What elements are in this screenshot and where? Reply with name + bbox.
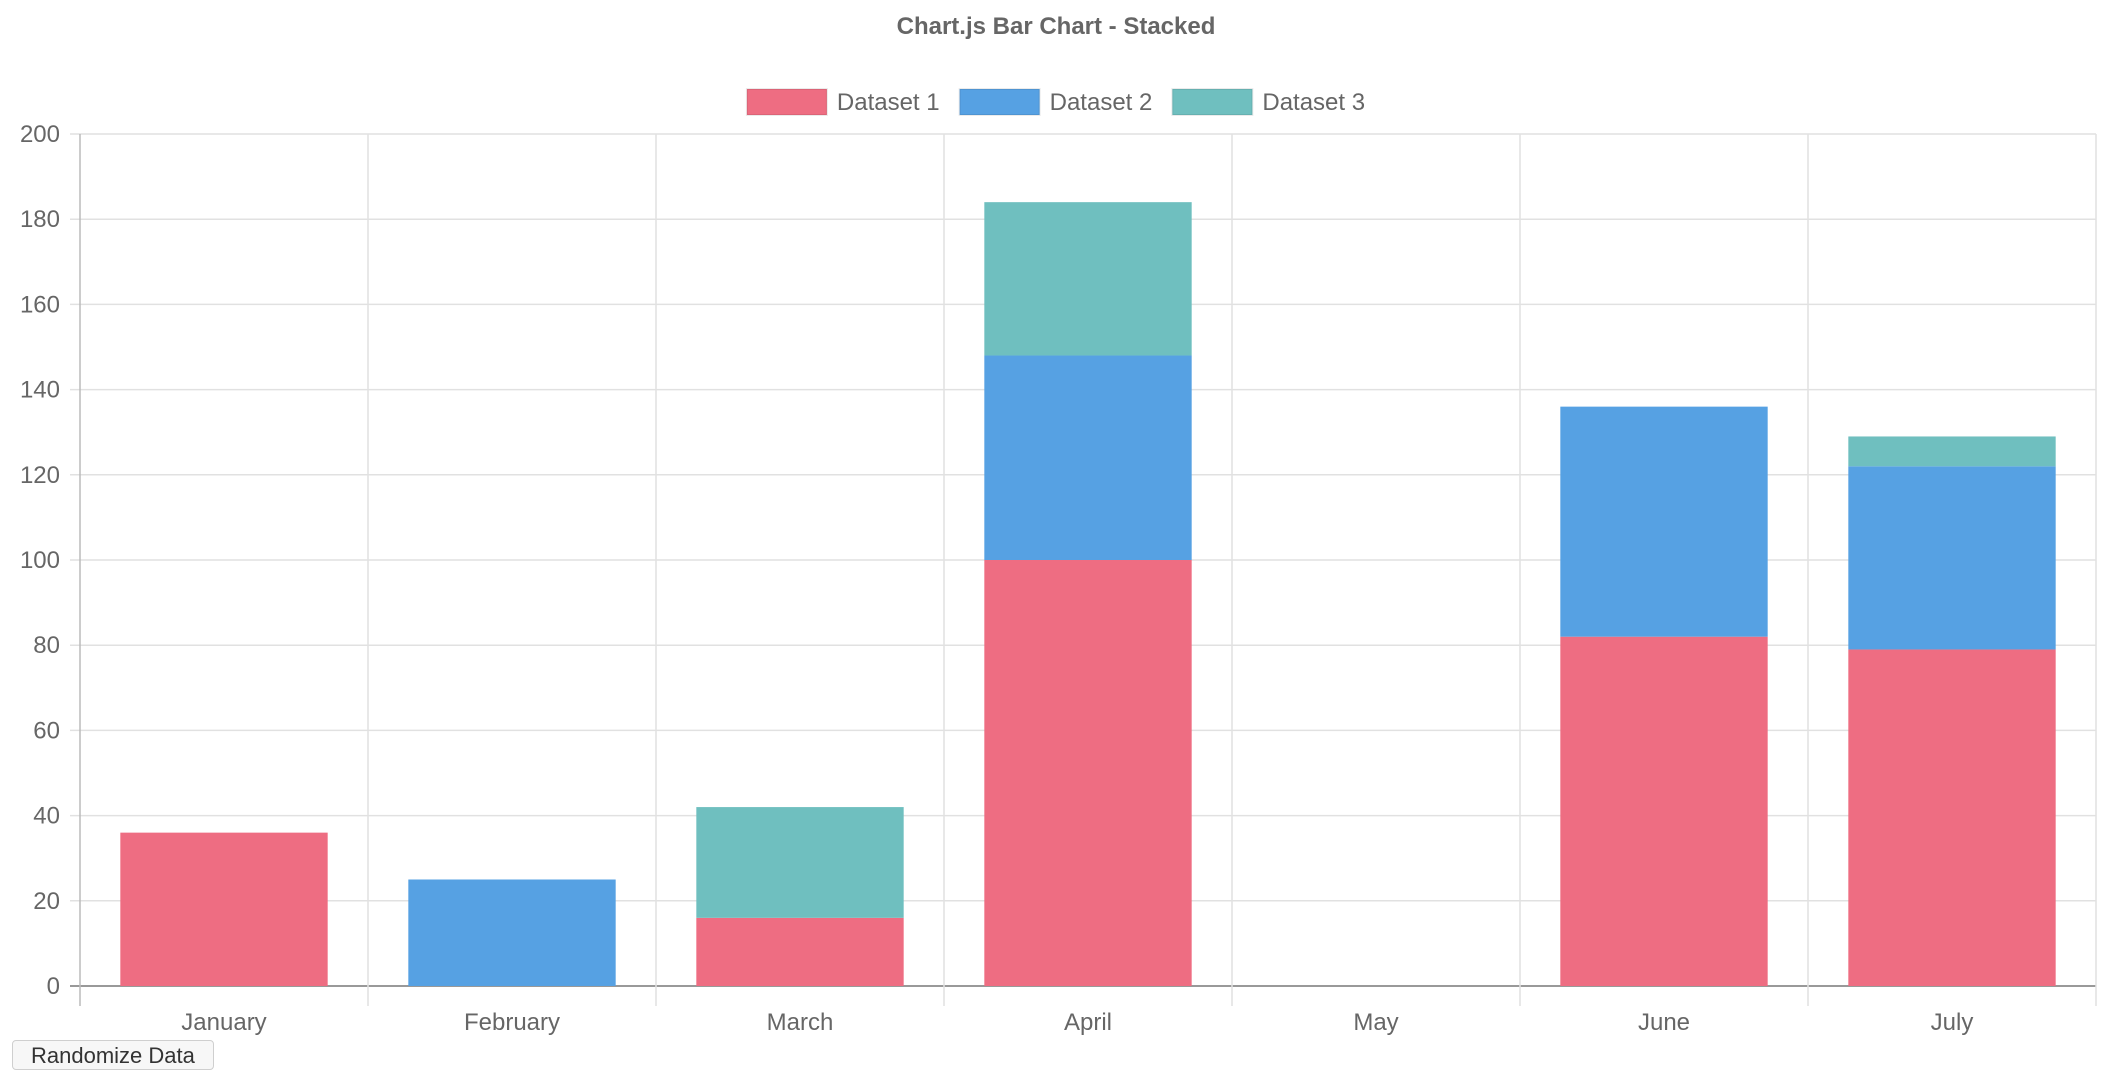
x-tick-label: May: [1353, 1009, 1398, 1036]
bar-segment[interactable]: [1848, 436, 2056, 467]
legend-swatch[interactable]: [1172, 89, 1253, 115]
legend-swatch-border: [745, 88, 828, 116]
bar-segment[interactable]: [120, 832, 328, 986]
y-tick-label: 0: [47, 973, 60, 1000]
y-tick-label: 180: [20, 206, 60, 233]
bars: [120, 202, 2056, 987]
bar-segment[interactable]: [984, 355, 1192, 560]
y-tick-label: 100: [20, 547, 60, 574]
legend-swatch[interactable]: [746, 89, 827, 115]
randomize-data-button[interactable]: Randomize Data: [12, 1040, 214, 1070]
bar-segment[interactable]: [696, 917, 904, 986]
y-tick-label: 80: [33, 632, 60, 659]
chart-title: Chart.js Bar Chart - Stacked: [897, 13, 1216, 40]
x-tick-label: April: [1064, 1009, 1112, 1036]
legend-item[interactable]: Dataset 3: [1171, 88, 1365, 116]
x-tick-label: March: [767, 1009, 834, 1036]
y-tick-label: 20: [33, 888, 60, 915]
x-tick-label: July: [1931, 1009, 1974, 1036]
bar-segment[interactable]: [1560, 636, 1768, 986]
bar-segment[interactable]: [408, 879, 616, 987]
x-tick-label: February: [464, 1009, 560, 1036]
y-tick-label: 60: [33, 717, 60, 744]
y-tick-label: 140: [20, 377, 60, 404]
y-tick-label: 160: [20, 291, 60, 318]
y-tick-label: 200: [20, 121, 60, 148]
bar-segment[interactable]: [984, 202, 1192, 356]
axes: 0 20 40 60 80 100 120 140 160 180 200 January Februa…: [20, 121, 1973, 1036]
bar-segment[interactable]: [696, 807, 904, 918]
x-tick-label: January: [181, 1009, 266, 1036]
bar-segment[interactable]: [1560, 406, 1768, 637]
x-tick-label: June: [1638, 1009, 1690, 1036]
y-tick-label: 120: [20, 462, 60, 489]
legend-swatch-border: [1171, 88, 1254, 116]
legend-item[interactable]: Dataset 2: [958, 88, 1153, 116]
legend-label[interactable]: Dataset 1: [837, 89, 940, 116]
legend[interactable]: Dataset 1 Dataset 2 Dataset 3: [745, 88, 1365, 116]
legend-item[interactable]: Dataset 1: [745, 88, 940, 116]
legend-label[interactable]: Dataset 2: [1050, 89, 1153, 116]
bar-segment[interactable]: [1848, 466, 2056, 650]
legend-label[interactable]: Dataset 3: [1262, 89, 1365, 116]
legend-swatch[interactable]: [959, 89, 1040, 115]
legend-swatch-border: [958, 88, 1041, 116]
bar-segment[interactable]: [1848, 649, 2056, 986]
y-tick-label: 40: [33, 803, 60, 830]
bar-segment[interactable]: [984, 560, 1192, 986]
